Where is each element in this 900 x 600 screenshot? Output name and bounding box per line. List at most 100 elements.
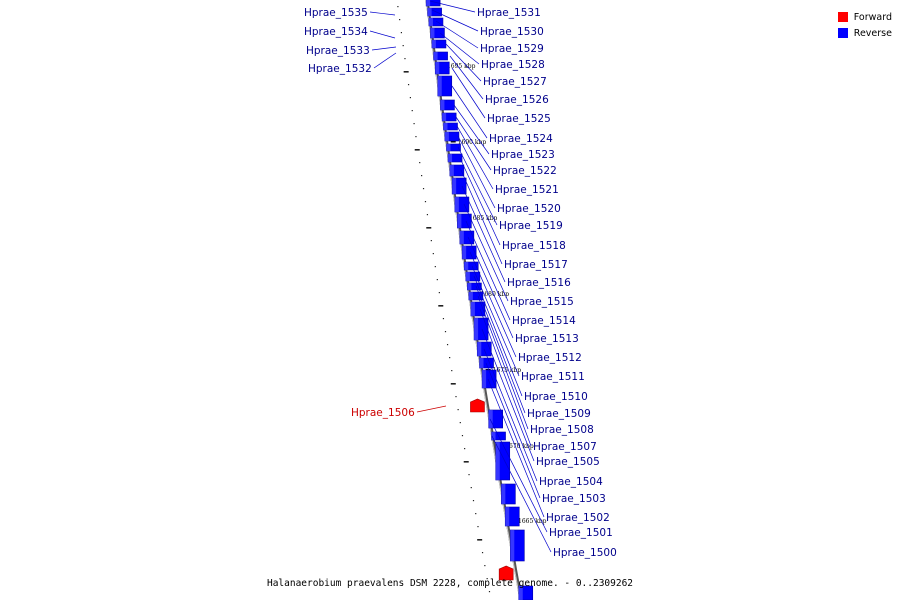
gene-block-shade: [446, 144, 451, 151]
scale-dot: [402, 45, 404, 47]
gene-label: Hprae_1513: [515, 333, 579, 345]
gene-label-leader: [439, 32, 480, 65]
gene-label: Hprae_1503: [542, 493, 606, 505]
scale-dot: [444, 331, 447, 333]
gene-label: Hprae_1529: [480, 43, 544, 55]
scale-tick-label: 1685 kbp: [469, 215, 498, 222]
gene-block-shade: [454, 197, 459, 212]
gene-label-leader: [477, 295, 529, 430]
gene-label-leader: [457, 135, 496, 209]
gene-block-shade: [505, 507, 510, 526]
scale-dot: [477, 539, 483, 541]
gene-label-leader: [463, 203, 509, 302]
gene-label-leader: [451, 67, 486, 119]
scale-dot: [400, 32, 403, 34]
scale-dot: [419, 162, 421, 164]
gene-label: Hprae_1512: [518, 352, 582, 364]
scale-tick: [450, 141, 456, 143]
gene-block-shade: [443, 123, 448, 130]
gene-label: Hprae_1523: [491, 149, 555, 161]
gene-label: Hprae_1532: [308, 63, 372, 75]
gene-block-shade: [449, 165, 454, 176]
scale-dot: [484, 565, 486, 567]
gene-label-leader: [467, 236, 514, 339]
gene-block-shade: [464, 262, 469, 270]
gene-block-shade: [428, 18, 433, 26]
scale-dot: [461, 435, 464, 437]
gene-label-leader: [416, 405, 447, 413]
scale-dot: [411, 110, 413, 112]
scale-dot: [442, 318, 445, 320]
gene-label: Hprae_1535: [304, 7, 368, 19]
scale-tick-label: 1695 kbp: [447, 63, 476, 70]
gene-label-leader: [455, 116, 492, 171]
forward-swatch: [837, 12, 848, 22]
scale-dot: [459, 422, 461, 424]
scale-dot: [432, 253, 434, 255]
gene-block-shade: [491, 432, 496, 440]
gene-block-shade: [448, 154, 453, 162]
scale-dot: [430, 240, 432, 242]
gene-block-shade: [518, 586, 523, 600]
gene-block-shade: [426, 0, 431, 6]
gene-label-leader: [475, 285, 526, 414]
scale-dot: [424, 201, 427, 203]
gene-label-leader: [483, 348, 538, 482]
gene-label-leader: [491, 435, 552, 553]
gene-label-leader: [373, 52, 397, 69]
gene-label: Hprae_1514: [512, 315, 576, 327]
gene-label-leader: [445, 43, 482, 82]
gene-block-shade: [437, 76, 442, 96]
gene-block-shade: [430, 28, 435, 38]
legend-item-forward: Forward: [837, 9, 892, 25]
gene-label: Hprae_1508: [530, 424, 594, 436]
scale-dot: [426, 227, 432, 229]
gene-block-shade: [427, 8, 432, 16]
gene-label-leader: [465, 220, 511, 321]
gene-label-leader: [471, 265, 520, 377]
gene-label-leader: [461, 185, 506, 283]
gene-block-shade: [457, 214, 462, 228]
gene-block-shade: [440, 100, 445, 110]
gene-label-leader: [485, 362, 541, 499]
scale-dot: [457, 409, 459, 411]
gene-label-leader: [453, 104, 490, 155]
scale-dot: [488, 591, 491, 593]
gene-label: Hprae_1515: [510, 296, 574, 308]
gene-label: Hprae_1501: [549, 527, 613, 539]
forward-gene-block: [470, 398, 485, 413]
scale-dot: [434, 266, 436, 268]
gene-block-shade: [444, 132, 449, 141]
gene-label: Hprae_1525: [487, 113, 551, 125]
gene-block-shade: [477, 342, 482, 356]
gene-block-shade: [488, 410, 493, 428]
gene-block-shade: [465, 272, 470, 281]
scale-dot: [475, 513, 477, 515]
gene-label-leader: [449, 55, 484, 100]
gene-block-shade: [479, 358, 484, 368]
gene-label: Hprae_1527: [483, 76, 547, 88]
scale-dot: [438, 292, 440, 294]
scale-tick-label: 1665 kbp: [518, 518, 547, 525]
gene-label-leader: [369, 30, 396, 39]
gene-label-leader: [489, 418, 548, 533]
gene-label: Hprae_1500: [553, 547, 617, 559]
gene-label-leader: [479, 308, 532, 447]
scale-dot: [438, 305, 444, 307]
gene-label: Hprae_1528: [481, 59, 545, 71]
gene-block-shade: [442, 113, 447, 121]
gene-label: Hprae_1506: [351, 407, 415, 419]
gene-label-leader: [456, 125, 494, 190]
legend-label-reverse: Reverse: [853, 27, 892, 39]
gene-label: Hprae_1510: [524, 391, 588, 403]
scale-dot: [464, 448, 466, 450]
gene-label: Hprae_1507: [533, 441, 597, 453]
gene-block-shade: [452, 178, 457, 194]
scale-dot: [415, 136, 417, 138]
gene-label: Hprae_1531: [477, 7, 541, 19]
strand-legend: Forward Reverse: [837, 9, 892, 41]
scale-dot: [486, 578, 488, 580]
gene-label-leader: [435, 20, 479, 49]
